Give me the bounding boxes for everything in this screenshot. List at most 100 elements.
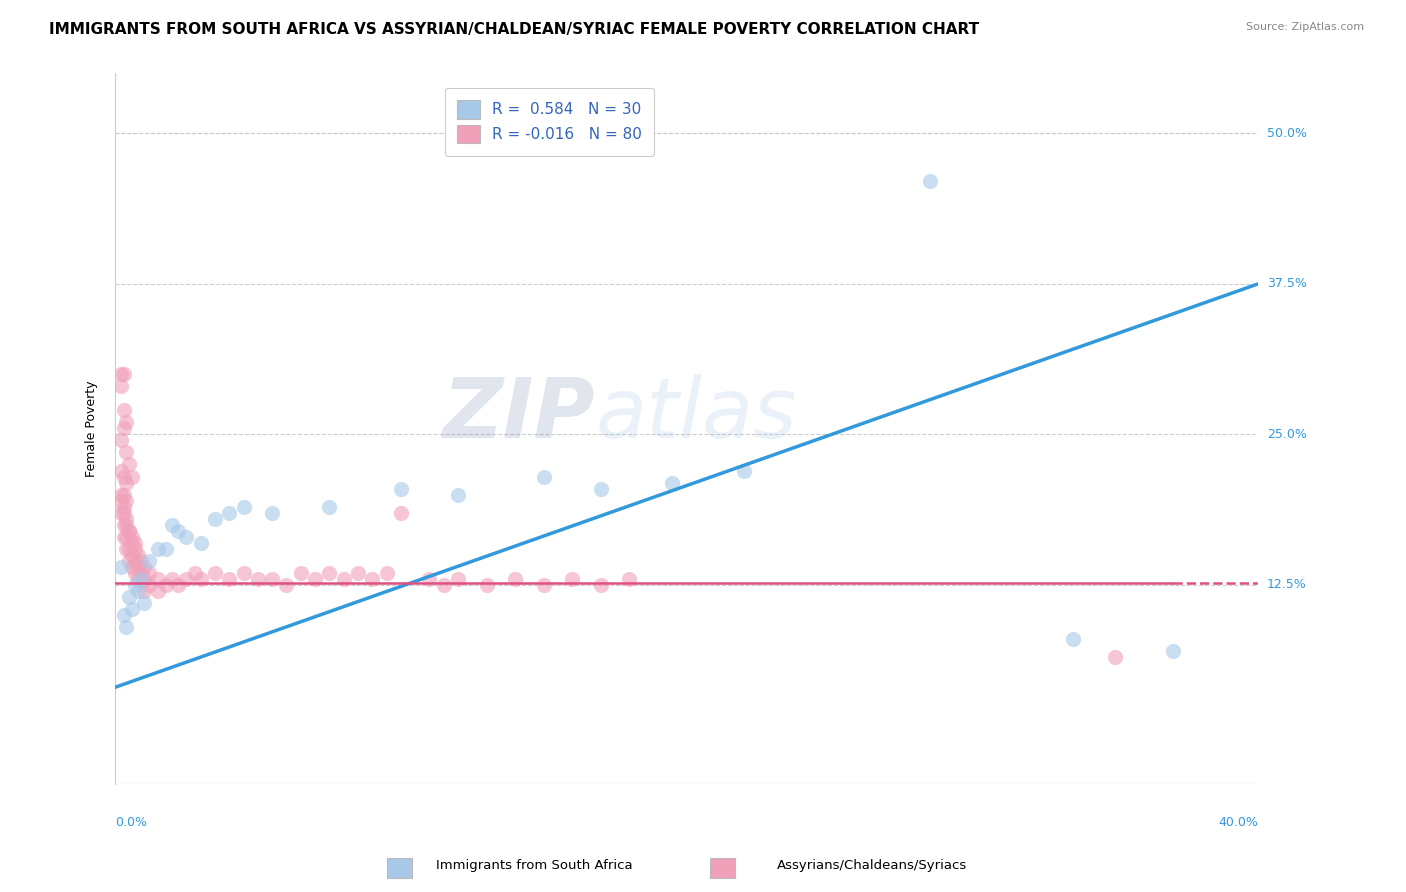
Point <box>110 434 132 448</box>
Point <box>389 482 412 496</box>
Point <box>124 578 146 592</box>
Point <box>232 566 254 580</box>
Point <box>124 554 146 568</box>
Point <box>218 506 240 520</box>
Text: ZIP: ZIP <box>443 374 595 455</box>
Point <box>190 572 212 586</box>
Point <box>115 493 138 508</box>
Point <box>110 487 132 501</box>
Point <box>318 500 340 514</box>
Point <box>232 500 254 514</box>
Point <box>112 506 135 520</box>
Text: Immigrants from South Africa: Immigrants from South Africa <box>436 859 633 872</box>
Point <box>112 517 135 532</box>
Point <box>1062 632 1084 647</box>
Point <box>561 572 583 586</box>
Point <box>129 566 152 580</box>
Point <box>619 572 641 586</box>
Text: 40.0%: 40.0% <box>1219 816 1258 830</box>
Point <box>121 560 143 574</box>
Point <box>290 566 312 580</box>
Text: 25.0%: 25.0% <box>1267 428 1306 441</box>
Point <box>190 536 212 550</box>
Point <box>132 572 155 586</box>
Point <box>433 578 456 592</box>
Point <box>304 572 326 586</box>
Point <box>121 536 143 550</box>
Point <box>155 578 177 592</box>
Point <box>176 530 198 544</box>
Point <box>132 596 155 610</box>
Point <box>184 566 207 580</box>
Point <box>138 554 160 568</box>
Point <box>127 560 149 574</box>
Point <box>127 584 149 599</box>
Point <box>112 500 135 514</box>
Point <box>589 482 612 496</box>
Point <box>115 415 138 429</box>
Point <box>115 620 138 634</box>
Point <box>121 602 143 616</box>
Text: 50.0%: 50.0% <box>1267 127 1306 140</box>
Point <box>204 566 226 580</box>
Text: 0.0%: 0.0% <box>115 816 148 830</box>
Point <box>115 541 138 556</box>
Point <box>132 560 155 574</box>
Point <box>112 487 135 501</box>
Text: atlas: atlas <box>595 374 797 455</box>
Text: Source: ZipAtlas.com: Source: ZipAtlas.com <box>1246 22 1364 32</box>
Point <box>262 506 284 520</box>
Point <box>129 572 152 586</box>
Point <box>112 608 135 623</box>
Point <box>418 572 440 586</box>
Point <box>1104 650 1126 665</box>
Point <box>375 566 398 580</box>
Point <box>160 517 183 532</box>
Point <box>118 554 141 568</box>
Point <box>115 530 138 544</box>
Point <box>115 445 138 459</box>
Point <box>146 541 169 556</box>
Point <box>176 572 198 586</box>
Point <box>127 572 149 586</box>
Point <box>112 421 135 435</box>
Point <box>1161 644 1184 658</box>
Point <box>124 541 146 556</box>
Point <box>110 506 132 520</box>
Text: 12.5%: 12.5% <box>1267 578 1306 591</box>
Point <box>118 524 141 538</box>
Point <box>110 367 132 381</box>
Point <box>121 548 143 562</box>
Point <box>204 512 226 526</box>
Point <box>138 578 160 592</box>
Point <box>124 536 146 550</box>
Point <box>146 584 169 599</box>
Point <box>733 463 755 477</box>
Point <box>132 584 155 599</box>
Point <box>118 590 141 604</box>
Point <box>110 379 132 393</box>
Point <box>447 487 470 501</box>
Point <box>347 566 370 580</box>
Point <box>276 578 298 592</box>
Point <box>115 475 138 490</box>
Point <box>503 572 526 586</box>
Point <box>112 530 135 544</box>
Point <box>127 548 149 562</box>
Point <box>118 458 141 472</box>
Legend: R =  0.584   N = 30, R = -0.016   N = 80: R = 0.584 N = 30, R = -0.016 N = 80 <box>444 87 654 155</box>
Point <box>110 560 132 574</box>
Point <box>246 572 269 586</box>
Point <box>166 578 188 592</box>
Point <box>112 403 135 417</box>
Point <box>112 469 135 483</box>
Point <box>138 566 160 580</box>
Point <box>918 174 941 188</box>
Point <box>121 469 143 483</box>
Point <box>218 572 240 586</box>
Point <box>129 554 152 568</box>
Point <box>115 512 138 526</box>
Y-axis label: Female Poverty: Female Poverty <box>86 380 98 476</box>
Point <box>262 572 284 586</box>
Point <box>118 524 141 538</box>
